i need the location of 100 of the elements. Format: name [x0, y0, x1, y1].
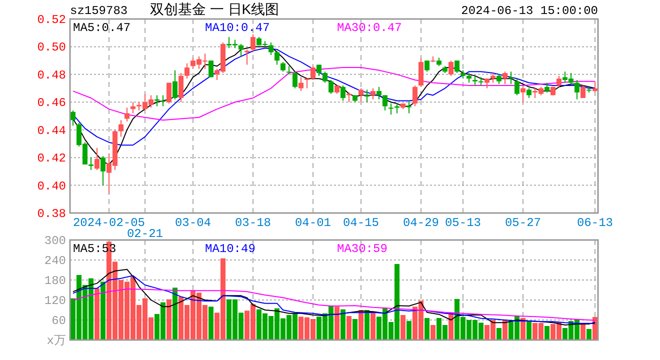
candlestick [526, 88, 532, 98]
candlestick [370, 88, 376, 100]
bar [100, 282, 106, 340]
bar [400, 315, 406, 340]
bar [496, 328, 502, 340]
bar [334, 306, 340, 340]
y-tick-label: 180 [44, 274, 66, 288]
candlestick [514, 78, 520, 96]
text: sz159783 [70, 4, 128, 18]
candlestick [418, 57, 424, 88]
x-tick-label: 04-15 [343, 216, 379, 230]
bar [406, 321, 412, 340]
candlestick [556, 75, 562, 88]
candlestick [268, 42, 274, 56]
bar [526, 321, 532, 340]
bar [370, 312, 376, 340]
candlestick [544, 82, 550, 93]
candlestick [310, 66, 316, 80]
candlestick [490, 72, 496, 84]
bar [172, 288, 178, 340]
x-tick-label: 2024-02-05 [73, 216, 145, 230]
x-tick-label: 06-13 [577, 216, 613, 230]
candlestick [574, 79, 580, 100]
y-tick-label: 0.50 [37, 40, 66, 55]
candlestick [382, 94, 388, 111]
candlestick [388, 103, 394, 116]
candlestick [88, 157, 94, 171]
y-tick-label: 120 [44, 294, 66, 308]
candlestick [340, 85, 346, 102]
y-tick-label: 0.40 [37, 179, 66, 194]
bar [520, 318, 526, 340]
candlestick [448, 60, 454, 76]
candlestick [508, 71, 514, 85]
candlestick [472, 75, 478, 86]
text: MA30:59 [337, 242, 388, 256]
bar [544, 326, 550, 340]
bar [502, 320, 508, 340]
candlestick [298, 76, 304, 92]
candlestick [580, 85, 586, 98]
candlestick [154, 94, 160, 107]
candlestick [94, 147, 100, 171]
candlestick [496, 74, 502, 85]
candlestick [502, 71, 508, 85]
candlestick [100, 156, 106, 186]
candlestick [484, 78, 490, 89]
candlestick [592, 80, 598, 93]
bar [94, 288, 100, 340]
y-tick-label: 300 [44, 234, 66, 248]
candlestick [328, 79, 334, 94]
candlestick [406, 100, 412, 114]
text: MA30:0.47 [337, 21, 402, 35]
candlestick [244, 48, 250, 66]
candlestick [466, 72, 472, 84]
text: MA5:0.47 [73, 21, 131, 35]
chart-title: 双创基金 一 日K线图 [150, 1, 280, 17]
bar [352, 319, 358, 340]
series-label: MA10:0.47 [205, 21, 270, 35]
x-tick-label: 03-04 [175, 216, 211, 230]
candlestick [172, 70, 178, 100]
candlestick [130, 102, 136, 114]
candlestick [166, 82, 172, 104]
y-tick-label: 0.46 [37, 96, 66, 110]
candlestick [412, 85, 418, 107]
candlestick [274, 50, 280, 66]
candlestick [286, 66, 292, 75]
y-tick-label: 240 [44, 254, 66, 268]
y-tick-label: 0.38 [37, 207, 66, 221]
candlestick [292, 71, 298, 89]
text: 2024-06-13 15:00:00 [461, 4, 598, 18]
candlestick [376, 86, 382, 100]
candlestick [364, 89, 370, 103]
y-tick-label: 60 [52, 314, 66, 328]
candlestick [424, 60, 430, 72]
bar [424, 318, 430, 340]
x-tick-label: 04-01 [295, 216, 331, 230]
y-tick-label: 0.44 [37, 124, 66, 138]
bar [364, 310, 370, 340]
candlestick [118, 120, 124, 138]
candlestick [358, 88, 364, 103]
x-tick-label: 05-13 [445, 216, 481, 230]
candlestick [316, 64, 322, 76]
x-tick-label: 02-21 [127, 227, 163, 241]
bar [586, 329, 592, 340]
x-tick-label: 03-18 [235, 216, 271, 230]
y-tick-label: 0.42 [37, 152, 66, 166]
candlestick [238, 43, 244, 57]
y-tick-label: 0.52 [37, 13, 66, 27]
candlestick [478, 76, 484, 86]
candlestick [160, 94, 166, 107]
x-tick-label: 05-27 [505, 216, 541, 230]
candlestick [304, 78, 310, 89]
candlestick [322, 71, 328, 84]
candlestick [250, 34, 256, 53]
bar [208, 306, 214, 340]
x-tick-label: 04-29 [403, 216, 439, 230]
bar [592, 317, 598, 340]
bar [430, 325, 436, 340]
bar [340, 309, 346, 340]
candlestick [184, 62, 190, 80]
bar [358, 310, 364, 340]
